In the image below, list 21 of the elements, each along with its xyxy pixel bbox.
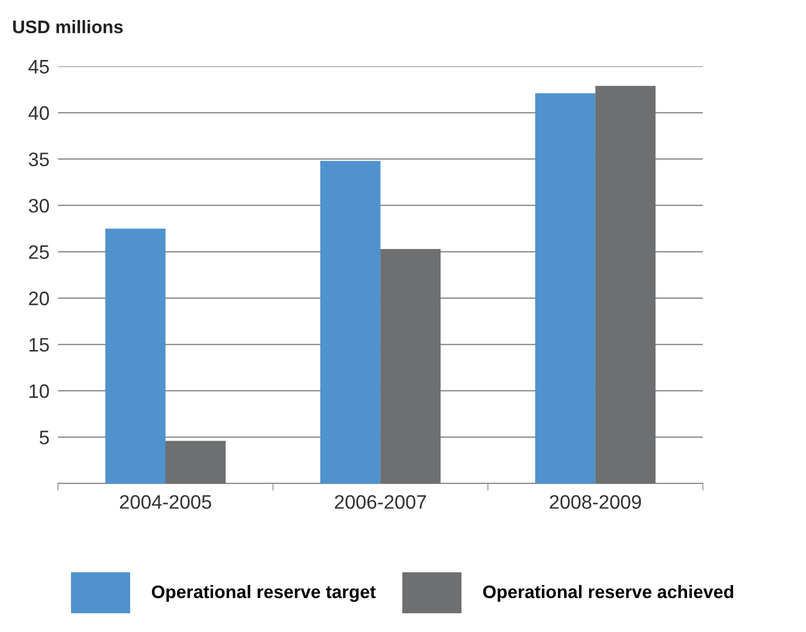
y-tick-label: 45 [28, 60, 49, 74]
y-axis-title: USD millions [13, 20, 123, 34]
bar [105, 228, 166, 484]
bar [166, 440, 226, 484]
bar [535, 93, 596, 484]
x-tick-label: 2006-2007 [334, 495, 426, 509]
legend-label: Operational reserve target [152, 584, 376, 602]
y-tick-label: 25 [29, 245, 49, 259]
bar [380, 248, 441, 484]
y-tick-label: 30 [28, 198, 49, 213]
y-tick-label: 10 [30, 384, 49, 398]
y-tick-label: 40 [28, 106, 49, 120]
y-tick-label: 15 [30, 338, 49, 352]
bar [595, 86, 656, 484]
x-tick-label: 2008-2009 [550, 495, 641, 509]
legend-label: Operational reserve achieved [483, 584, 734, 602]
y-tick-label: 35 [28, 152, 49, 166]
y-tick-label: 5 [40, 430, 49, 444]
x-tick-label: 2004-2005 [120, 495, 212, 509]
bar [320, 160, 380, 484]
y-tick-label: 20 [29, 292, 49, 306]
